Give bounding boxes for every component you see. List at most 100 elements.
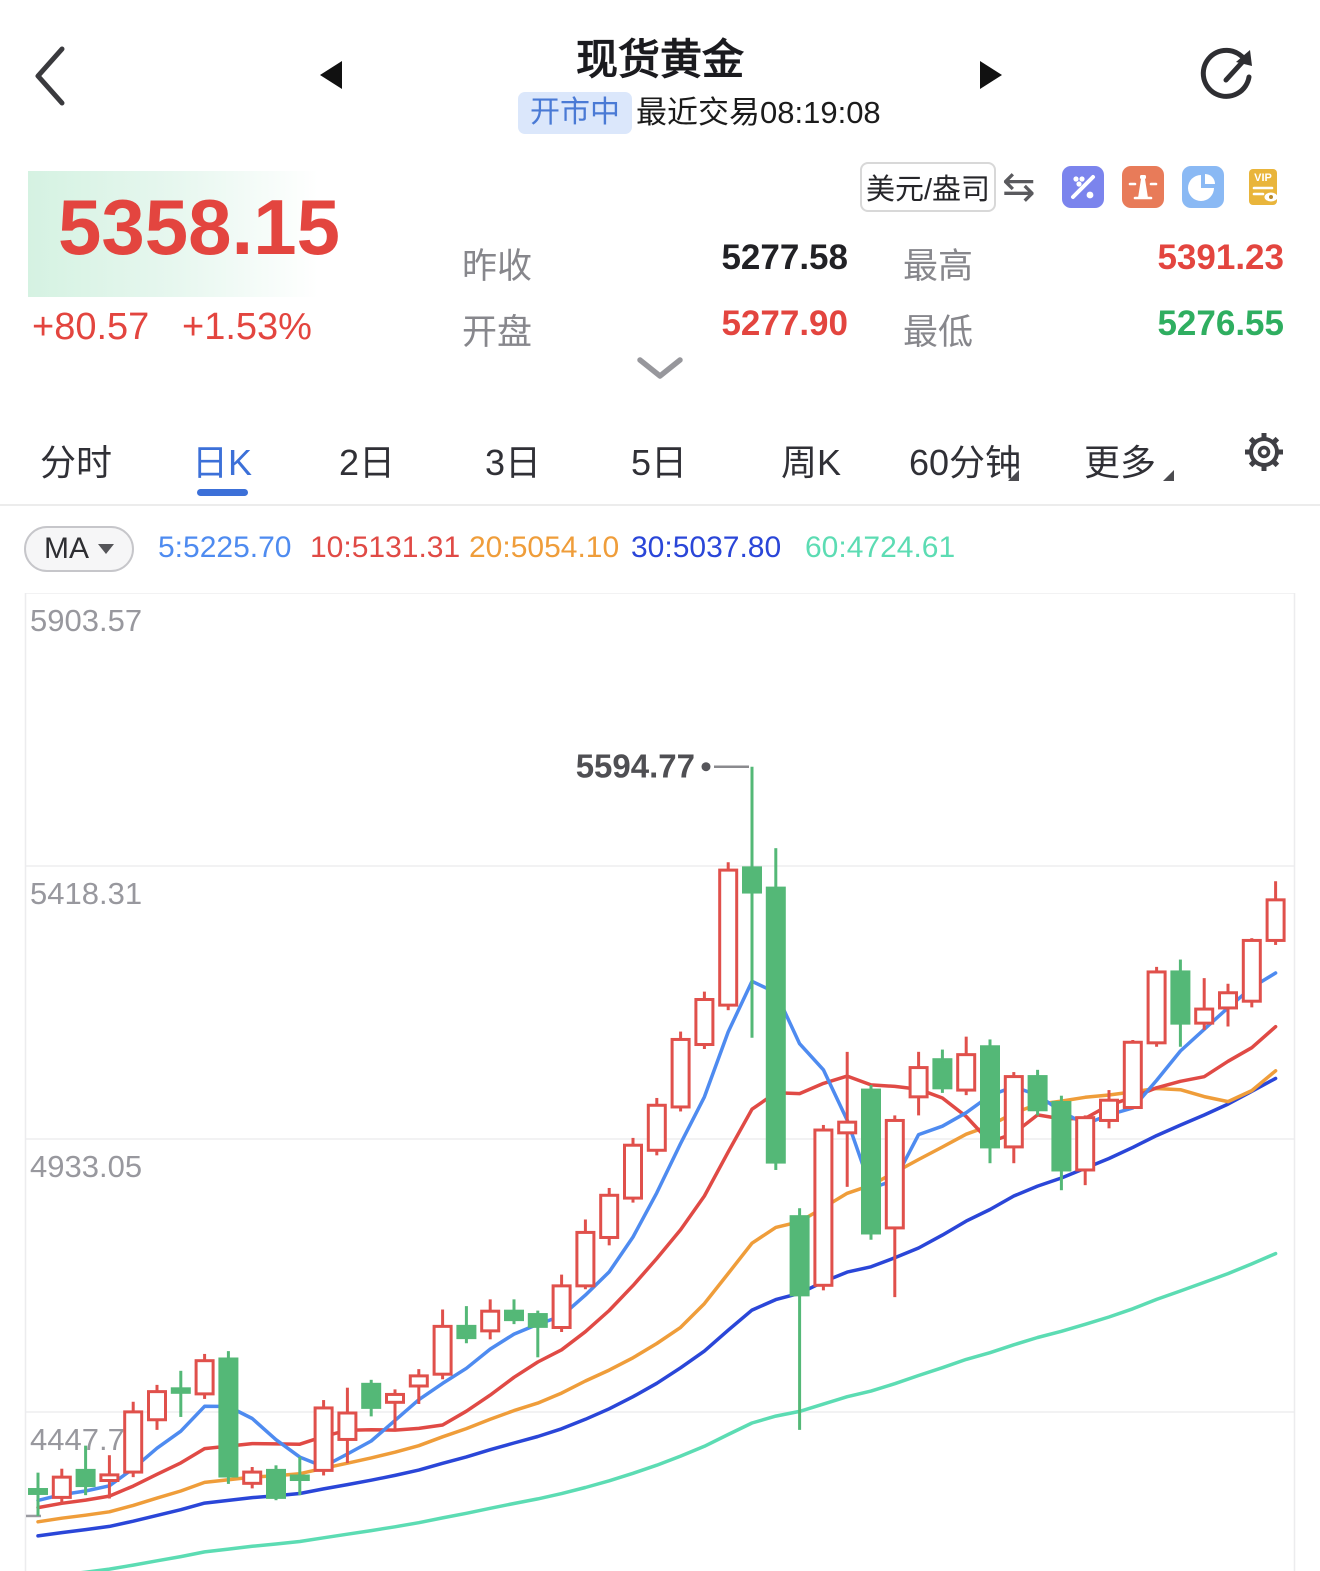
tab-3day[interactable]: 3日 [484, 442, 542, 483]
candle [408, 1369, 429, 1405]
active-tab-underline [197, 489, 248, 496]
candle [599, 1187, 620, 1246]
candle [861, 1085, 881, 1240]
candle [908, 1051, 929, 1116]
candle [147, 1384, 167, 1430]
candle [646, 1097, 667, 1156]
candle [623, 1137, 643, 1203]
candle [718, 862, 739, 1011]
high-value: 5391.23 [1157, 238, 1284, 277]
page-title: 现货黄金 [575, 36, 744, 83]
y-axis-tick-label: 4933.05 [30, 1149, 142, 1184]
ma60-legend: 60:4724.61 [805, 531, 956, 564]
candle [1146, 966, 1167, 1047]
tab-fenshi[interactable]: 分时 [39, 442, 113, 483]
tabs-divider [0, 504, 1320, 506]
candle [432, 1309, 453, 1380]
tab-weekly-k[interactable]: 周K [780, 442, 842, 483]
annotation-dot [701, 762, 711, 772]
lighthouse-icon[interactable] [1122, 166, 1164, 208]
candle [99, 1455, 120, 1499]
price-change: +80.57 [32, 306, 150, 348]
candle [1027, 1069, 1048, 1116]
back-button[interactable] [30, 44, 70, 108]
tab-60min[interactable]: 60分钟 [908, 442, 1022, 483]
candle [670, 1031, 691, 1112]
prev-close-value: 5277.58 [721, 238, 848, 277]
candle [313, 1400, 334, 1476]
high-label: 最高 [903, 247, 974, 286]
low-label: 最低 [903, 313, 974, 352]
next-instrument-button[interactable] [980, 61, 1002, 89]
chart-settings-gear-icon[interactable] [1238, 426, 1290, 478]
pie-chart-icon[interactable] [1182, 166, 1224, 208]
candle [170, 1370, 191, 1417]
candle [1051, 1095, 1072, 1191]
candle [789, 1208, 810, 1430]
tab-more[interactable]: 更多 [1083, 442, 1157, 483]
candle [837, 1051, 858, 1187]
candle [527, 1310, 548, 1358]
candle [504, 1299, 524, 1325]
candle [1218, 983, 1238, 1027]
candle [75, 1445, 96, 1496]
candle [694, 991, 715, 1050]
open-label: 开盘 [462, 313, 533, 352]
tab-more-dropdown-mark [1163, 470, 1174, 481]
unit-selector[interactable]: 美元/盎司 [860, 162, 996, 212]
candle [1003, 1072, 1024, 1164]
y-axis-tick-label: 5418.31 [30, 876, 142, 911]
tab-60min-dropdown-mark [1008, 470, 1019, 481]
candle [1265, 881, 1286, 945]
ma30-legend: 30:5037.80 [631, 531, 782, 564]
candle [551, 1274, 572, 1332]
current-price: 5358.15 [58, 183, 340, 271]
expand-quote-chevron[interactable] [634, 354, 686, 382]
candle [884, 1115, 905, 1298]
candle [980, 1039, 1000, 1164]
market-status-badge: 开市中 [518, 92, 632, 134]
swap-unit-icon[interactable]: ⇆ [1002, 165, 1036, 209]
ma-caret-down-icon [98, 544, 114, 554]
ma10-legend: 10:5131.31 [310, 531, 461, 564]
tab-2day[interactable]: 2日 [338, 442, 396, 483]
candle [932, 1049, 953, 1093]
last-trade-time: 最近交易08:19:08 [636, 95, 881, 130]
candle [1122, 1040, 1143, 1110]
candle [289, 1456, 310, 1496]
price-flash-highlight [28, 171, 358, 297]
candle [813, 1124, 834, 1291]
ma-indicator-selector[interactable]: MA [24, 526, 134, 572]
candle [337, 1387, 358, 1464]
candle [1170, 959, 1191, 1047]
tab-daily-k[interactable]: 日K [191, 442, 253, 483]
candle [242, 1467, 263, 1489]
open-value: 5277.90 [721, 304, 848, 343]
candle [1099, 1090, 1119, 1129]
vip-report-icon[interactable]: VIP [1242, 166, 1284, 208]
candle [456, 1306, 477, 1344]
candle [361, 1379, 382, 1417]
prev-instrument-button[interactable] [320, 61, 342, 89]
refresh-icon[interactable] [1192, 40, 1260, 108]
svg-text:VIP: VIP [1254, 172, 1272, 184]
ma-selector-label: MA [44, 532, 89, 565]
candle [385, 1389, 405, 1430]
high-annotation-label: 5594.77 [576, 748, 695, 785]
candle [123, 1401, 144, 1478]
candle [1241, 938, 1262, 1008]
candle [1194, 978, 1215, 1030]
candle [194, 1353, 215, 1399]
candle [218, 1351, 239, 1484]
ma30-line [36, 1076, 1278, 1538]
percent-tools-icon[interactable] [1062, 166, 1104, 208]
candle [480, 1299, 501, 1340]
tab-5day[interactable]: 5日 [630, 442, 688, 483]
candle [765, 848, 786, 1170]
candle [51, 1468, 72, 1505]
ma5-legend: 5:5225.70 [158, 531, 292, 564]
candle [28, 1472, 48, 1516]
candle [956, 1036, 977, 1096]
